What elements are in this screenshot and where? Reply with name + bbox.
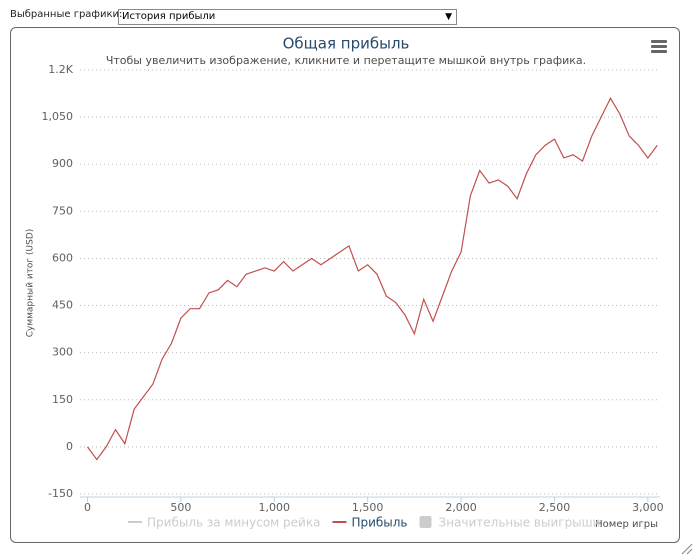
menu-bar <box>651 45 667 48</box>
x-tick-label: 2,500 <box>539 501 571 514</box>
select-value: История прибыли <box>122 11 216 22</box>
legend-symbol <box>419 516 432 528</box>
menu-bar <box>651 50 667 53</box>
controls-label: Выбранные графики: <box>10 9 123 20</box>
y-tick-label: -150 <box>48 487 73 500</box>
x-tick-label: 1,500 <box>352 501 384 514</box>
x-tick-label: 3,000 <box>632 501 664 514</box>
y-axis-title: Суммарный итог (USD) <box>26 229 36 338</box>
x-tick-label: 2,000 <box>445 501 477 514</box>
chart-subtitle: Чтобы увеличить изображение, кликните и … <box>106 54 586 67</box>
menu-button[interactable] <box>651 40 667 53</box>
y-tick-label: 750 <box>52 204 73 217</box>
y-tick-label: 150 <box>52 393 73 406</box>
y-tick-label: 450 <box>52 299 73 312</box>
select-arrow: ▼ <box>445 12 452 22</box>
y-tick-label: 1,050 <box>42 110 74 123</box>
x-tick-label: 500 <box>170 501 191 514</box>
x-tick-label: 1,000 <box>259 501 291 514</box>
y-tick-label: 600 <box>52 251 73 264</box>
menu-bar <box>651 40 667 43</box>
y-tick-label: 1.2K <box>48 63 73 76</box>
x-tick-label: 0 <box>84 501 91 514</box>
y-tick-label: 0 <box>66 440 73 453</box>
chart-select[interactable]: История прибыли ▼ <box>118 9 457 25</box>
resize-handle[interactable] <box>681 543 693 555</box>
legend-label[interactable]: Значительные выигрыши <box>439 516 601 530</box>
x-axis-title: Номер игры <box>595 519 658 530</box>
chart-panel <box>10 27 680 543</box>
legend-label[interactable]: Прибыль за минусом рейка <box>147 516 320 530</box>
y-tick-label: 300 <box>52 346 73 359</box>
chart-title: Общая прибыль <box>283 35 410 53</box>
y-tick-label: 900 <box>52 157 73 170</box>
profit-line <box>86 97 658 461</box>
legend-label[interactable]: Прибыль <box>351 516 407 530</box>
